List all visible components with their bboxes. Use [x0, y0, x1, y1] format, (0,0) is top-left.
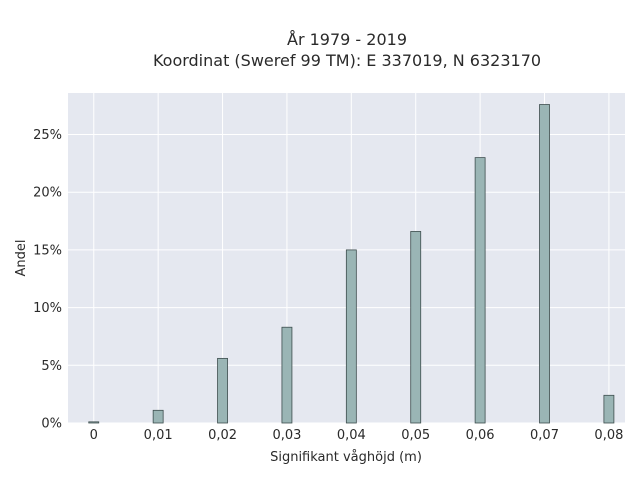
histogram-bar [281, 326, 293, 424]
x-axis-title: Signifikant våghöjd (m) [270, 450, 422, 465]
histogram-bar [539, 104, 550, 424]
y-tick-label: 20% [33, 186, 62, 201]
y-tick-label: 10% [33, 301, 62, 316]
histogram-bar [88, 421, 100, 424]
x-tick-labels: 0 0,01 0,02 0,03 0,04 0,05 0,06 0,07 0,08 [90, 428, 624, 443]
histogram-bar [345, 249, 357, 424]
chart-title: År 1979 - 2019 [287, 30, 407, 49]
y-tick-labels: 0% 5% 10% 15% 20% 25% [33, 128, 62, 431]
x-tick-label: 0,06 [466, 428, 495, 443]
histogram-bar [474, 157, 486, 424]
chart-subtitle: Koordinat (Sweref 99 TM): E 337019, N 63… [153, 51, 541, 70]
y-tick-label: 25% [33, 128, 62, 143]
histogram-bar [217, 357, 228, 424]
x-tick-label: 0,04 [337, 428, 366, 443]
histogram-bar [603, 394, 615, 424]
y-axis-title: Andel [14, 240, 29, 277]
x-tick-label: 0,02 [208, 428, 237, 443]
x-tick-label: 0,07 [530, 428, 559, 443]
y-tick-label: 15% [33, 243, 62, 258]
histogram-bar [152, 409, 164, 424]
histogram-bar [410, 231, 422, 424]
x-tick-label: 0,05 [401, 428, 430, 443]
x-tick-label: 0,03 [272, 428, 301, 443]
x-tick-label: 0 [90, 428, 98, 443]
y-tick-label: 5% [41, 359, 62, 374]
bars [88, 104, 615, 424]
x-tick-label: 0,01 [144, 428, 173, 443]
x-tick-label: 0,08 [594, 428, 623, 443]
y-tick-label: 0% [41, 417, 62, 432]
